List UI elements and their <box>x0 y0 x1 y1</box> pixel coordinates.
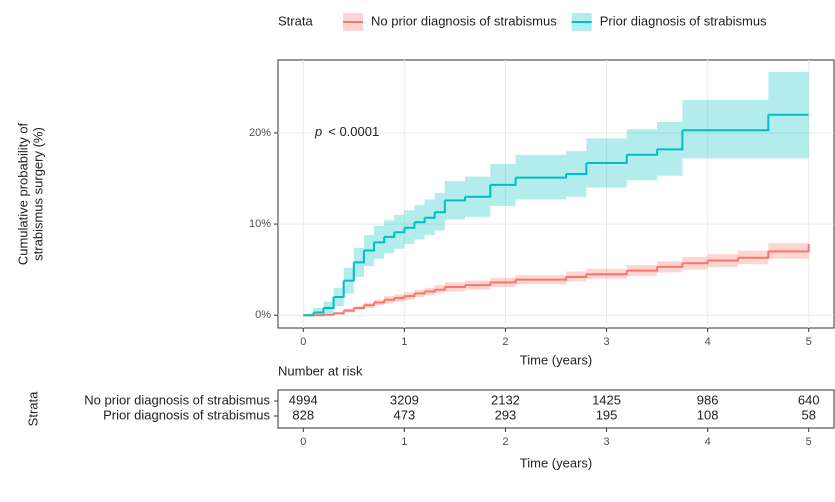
x-tick-label: 4 <box>705 436 711 448</box>
step-line <box>434 200 446 214</box>
step-line <box>424 212 436 219</box>
x-axis-label: Time (years) <box>520 455 592 470</box>
step-line <box>363 242 376 252</box>
step-line <box>515 173 568 179</box>
y-tick-label: 10% <box>249 218 271 230</box>
step-line <box>465 184 492 198</box>
risk-count: 828 <box>292 407 314 422</box>
step-line <box>404 222 416 229</box>
step-line <box>333 280 345 299</box>
risk-count: 3209 <box>390 392 419 407</box>
x-tick-label: 5 <box>806 336 812 348</box>
table-y-label: Strata <box>25 391 40 426</box>
step-line <box>414 217 426 224</box>
risk-count: 1425 <box>592 392 621 407</box>
risk-count: 195 <box>596 407 618 422</box>
step-line <box>586 270 628 276</box>
step-line <box>353 305 365 309</box>
x-tick-label: 2 <box>502 436 508 448</box>
row-label: Prior diagnosis of strabismus <box>103 407 270 422</box>
risk-count: 58 <box>801 407 815 422</box>
legend-label: Prior diagnosis of strabismus <box>600 13 767 28</box>
x-tick-label: 3 <box>603 436 609 448</box>
y-axis-label: Cumulative probability of <box>15 122 30 265</box>
step-line <box>343 262 355 282</box>
y-tick-label: 20% <box>249 127 271 139</box>
step-line <box>737 114 770 132</box>
step-line <box>374 299 386 304</box>
step-line <box>566 163 588 175</box>
step-line <box>657 130 684 151</box>
risk-count: 473 <box>394 407 416 422</box>
risk-count: 4994 <box>289 392 318 407</box>
step-line <box>444 285 467 288</box>
step-line <box>737 251 770 259</box>
step-line <box>353 250 365 264</box>
step-line <box>490 177 517 186</box>
step-line <box>384 232 396 238</box>
table-title: Number at risk <box>278 363 363 378</box>
x-tick-label: 3 <box>603 336 609 348</box>
risk-count: 986 <box>697 392 719 407</box>
step-line <box>394 227 406 234</box>
step-line <box>586 154 628 165</box>
x-tick-label: 0 <box>300 436 306 448</box>
risk-count: 640 <box>798 392 820 407</box>
x-axis-label: Time (years) <box>520 352 592 367</box>
risk-count: 108 <box>697 407 719 422</box>
risk-count: 293 <box>495 407 517 422</box>
plot-layer <box>278 60 834 328</box>
x-tick-label: 1 <box>401 336 407 348</box>
step-line <box>626 266 659 272</box>
step-line <box>363 302 376 307</box>
step-line <box>343 307 355 312</box>
step-line <box>374 236 386 244</box>
x-tick-label: 4 <box>705 336 711 348</box>
step-line <box>323 297 335 309</box>
step-line <box>313 307 325 314</box>
plot-panel <box>277 59 835 329</box>
step-line <box>768 244 810 253</box>
legend-title: Strata <box>278 13 313 28</box>
y-axis-label: strabismus surgery (%) <box>30 127 45 261</box>
risk-count: 2132 <box>491 392 520 407</box>
step-line <box>333 310 345 315</box>
row-label: No prior diagnosis of strabismus <box>84 392 270 407</box>
x-tick-label: 1 <box>401 436 407 448</box>
annotation: p < 0.0001 <box>314 124 379 139</box>
x-tick-label: 5 <box>806 436 812 448</box>
x-tick-label: 2 <box>502 336 508 348</box>
step-line <box>444 196 467 202</box>
step-line <box>515 276 568 281</box>
step-line <box>657 263 684 268</box>
y-tick-label: 0% <box>255 309 271 321</box>
step-line <box>626 149 659 156</box>
annotation-text: < 0.0001 <box>328 124 379 139</box>
annotation-italic: p <box>314 124 322 139</box>
step-line <box>566 274 588 278</box>
risk-table-panel <box>277 389 835 429</box>
step-line <box>682 260 709 265</box>
x-tick-label: 0 <box>300 336 306 348</box>
legend-label: No prior diagnosis of strabismus <box>371 13 557 28</box>
